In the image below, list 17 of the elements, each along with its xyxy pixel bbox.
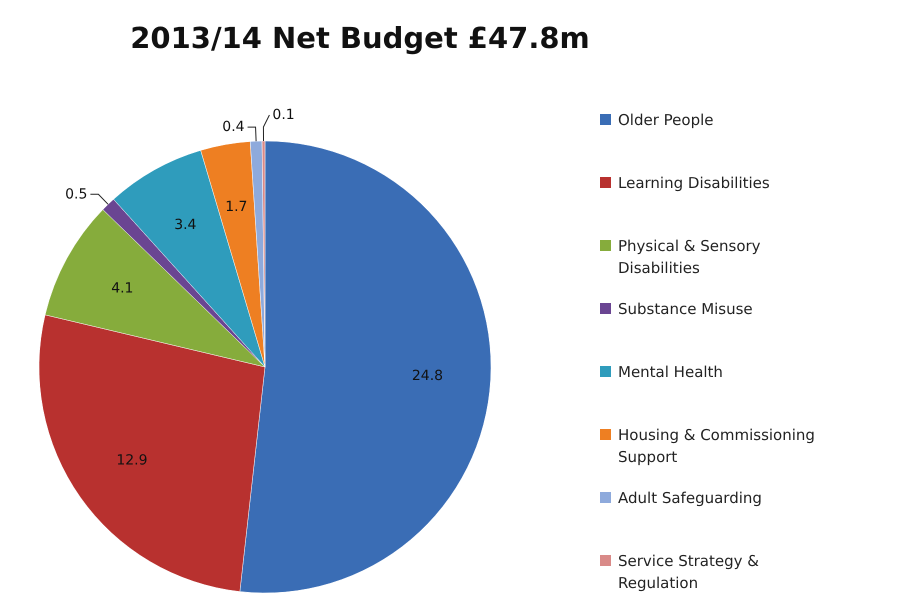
data-label: 3.4 [174, 217, 197, 234]
legend-label: Housing & Commissioning Support [618, 426, 815, 466]
data-label: 12.9 [116, 452, 148, 469]
legend-label: Mental Health [618, 363, 723, 381]
legend-label: Adult Safeguarding [618, 489, 762, 507]
data-label: 24.8 [412, 368, 444, 384]
data-label: 0.5 [65, 186, 88, 202]
data-label: 1.7 [225, 198, 248, 215]
data-label: 4.1 [111, 280, 134, 297]
chart-title: 2013/14 Net Budget £47.8m [130, 21, 590, 55]
legend-label: Learning Disabilities [618, 174, 770, 192]
data-label: 0.4 [222, 119, 245, 136]
data-label: 0.1 [272, 107, 295, 124]
legend-label: Physical & Sensory Disabilities [618, 237, 761, 277]
legend-label: Older People [618, 111, 714, 129]
legend-label: Substance Misuse [618, 300, 753, 318]
legend-label: Service Strategy & Regulation [618, 552, 760, 592]
